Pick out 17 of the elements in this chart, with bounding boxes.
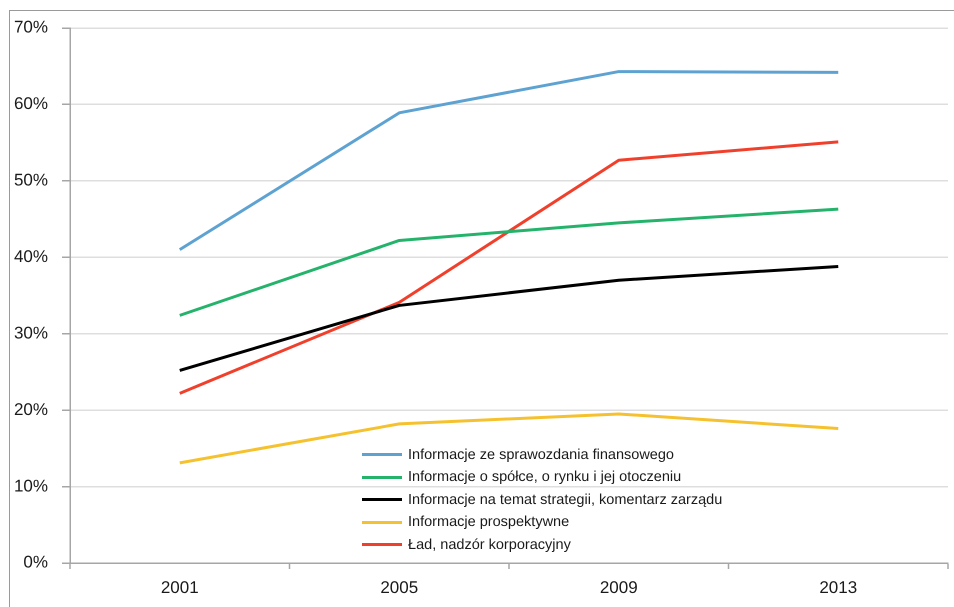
legend-label: Informacje prospektywne bbox=[408, 514, 570, 530]
legend-label: Ład, nadzór korporacyjny bbox=[408, 536, 571, 553]
y-tick-label: 40% bbox=[14, 246, 48, 266]
y-tick-label: 30% bbox=[14, 323, 48, 342]
legend-label: Informacje o spółce, o rynku i jej otoczeniu bbox=[408, 469, 682, 486]
y-tick-label: 70% bbox=[14, 18, 48, 37]
y-tick-label: 50% bbox=[14, 170, 48, 190]
x-tick-label: 2005 bbox=[380, 578, 418, 597]
x-tick-label: 2013 bbox=[819, 578, 858, 597]
y-tick-label: 60% bbox=[14, 94, 48, 114]
legend-label: Informacje ze sprawozdania finansowego bbox=[408, 446, 674, 463]
legend-label: Informacje na temat strategii, komentarz zarządu bbox=[408, 492, 722, 508]
y-tick-label: 10% bbox=[14, 476, 48, 496]
y-tick-label: 0% bbox=[23, 552, 48, 572]
x-tick-label: 2001 bbox=[160, 578, 199, 597]
x-tick-label: 2009 bbox=[600, 578, 638, 597]
y-tick-label: 20% bbox=[14, 400, 48, 419]
